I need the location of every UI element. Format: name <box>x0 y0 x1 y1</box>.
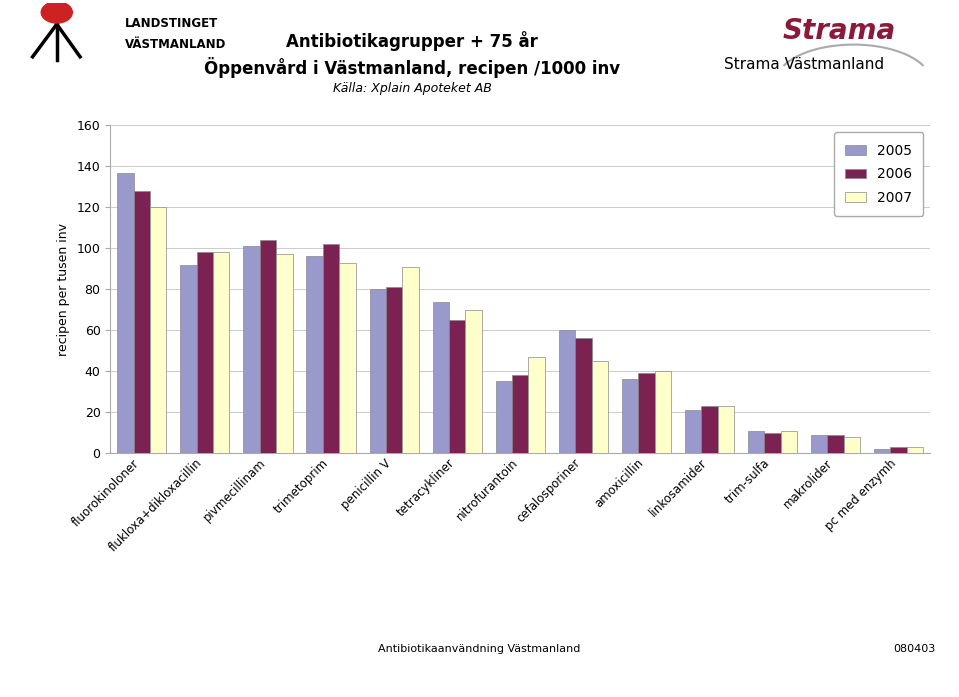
Bar <box>748 431 764 453</box>
Bar <box>449 320 465 453</box>
Bar <box>307 256 323 453</box>
Bar <box>528 357 545 453</box>
Bar <box>701 406 717 453</box>
Bar <box>339 263 356 453</box>
Text: Öppenvård i Västmanland, recipen /1000 inv: Öppenvård i Västmanland, recipen /1000 i… <box>204 57 620 78</box>
Text: Antibiotikagrupper + 75 år: Antibiotikagrupper + 75 år <box>287 31 538 52</box>
Bar <box>655 371 671 453</box>
Bar <box>260 240 276 453</box>
Y-axis label: recipen per tusen inv: recipen per tusen inv <box>57 223 70 355</box>
Bar <box>197 252 213 453</box>
Text: linkosamider: linkosamider <box>646 457 710 519</box>
Bar <box>496 381 512 453</box>
Text: Antibiotikaanvändning Västmanland: Antibiotikaanvändning Västmanland <box>378 644 581 654</box>
Bar <box>781 431 797 453</box>
Text: amoxicillin: amoxicillin <box>593 457 646 510</box>
Bar <box>117 173 133 453</box>
Text: tetracykliner: tetracykliner <box>394 457 457 519</box>
Bar <box>764 433 781 453</box>
Bar <box>150 208 167 453</box>
Text: nitrofurantoin: nitrofurantoin <box>454 457 520 523</box>
Bar <box>369 289 386 453</box>
Text: Strama Västmanland: Strama Västmanland <box>724 57 884 72</box>
Bar <box>386 287 403 453</box>
Bar <box>621 379 638 453</box>
Bar <box>592 361 608 453</box>
Text: flukloxa+dikloxacillin: flukloxa+dikloxacillin <box>106 457 205 555</box>
Text: VÄSTMANLAND: VÄSTMANLAND <box>125 38 226 52</box>
Bar <box>874 449 891 453</box>
Bar <box>907 447 924 453</box>
Bar <box>244 246 260 453</box>
Text: makrolider: makrolider <box>782 457 835 511</box>
Text: LANDSTINGET: LANDSTINGET <box>125 17 218 31</box>
Bar <box>276 254 292 453</box>
Bar <box>180 265 197 453</box>
Text: www.ltv.se: www.ltv.se <box>12 671 88 683</box>
Text: Källa: Xplain Apoteket AB: Källa: Xplain Apoteket AB <box>333 82 492 95</box>
Text: penicillin V: penicillin V <box>339 457 394 512</box>
Bar <box>811 435 828 453</box>
Text: Strama: Strama <box>783 17 896 45</box>
Text: pivmecillinam: pivmecillinam <box>200 457 268 524</box>
Bar <box>844 436 860 453</box>
Text: fluorokinoloner: fluorokinoloner <box>70 457 142 529</box>
Bar <box>512 375 528 453</box>
Text: 080403: 080403 <box>893 644 935 654</box>
Circle shape <box>41 1 72 23</box>
Text: trimetoprim: trimetoprim <box>271 457 331 516</box>
Bar <box>559 330 575 453</box>
Text: 11: 11 <box>939 671 956 683</box>
Bar <box>575 339 592 453</box>
Bar <box>717 406 734 453</box>
Bar <box>213 252 229 453</box>
Bar <box>828 435 844 453</box>
Bar <box>323 244 339 453</box>
Bar <box>133 191 150 453</box>
Bar <box>638 373 655 453</box>
Legend: 2005, 2006, 2007: 2005, 2006, 2007 <box>834 132 924 216</box>
Bar <box>891 447 907 453</box>
Text: trim-sulfa: trim-sulfa <box>723 457 773 506</box>
Text: pc med enzymh: pc med enzymh <box>823 457 899 533</box>
Bar <box>685 410 701 453</box>
Text: cefalosporiner: cefalosporiner <box>514 457 583 526</box>
Bar <box>433 302 449 453</box>
Bar <box>465 309 481 453</box>
Bar <box>403 267 419 453</box>
